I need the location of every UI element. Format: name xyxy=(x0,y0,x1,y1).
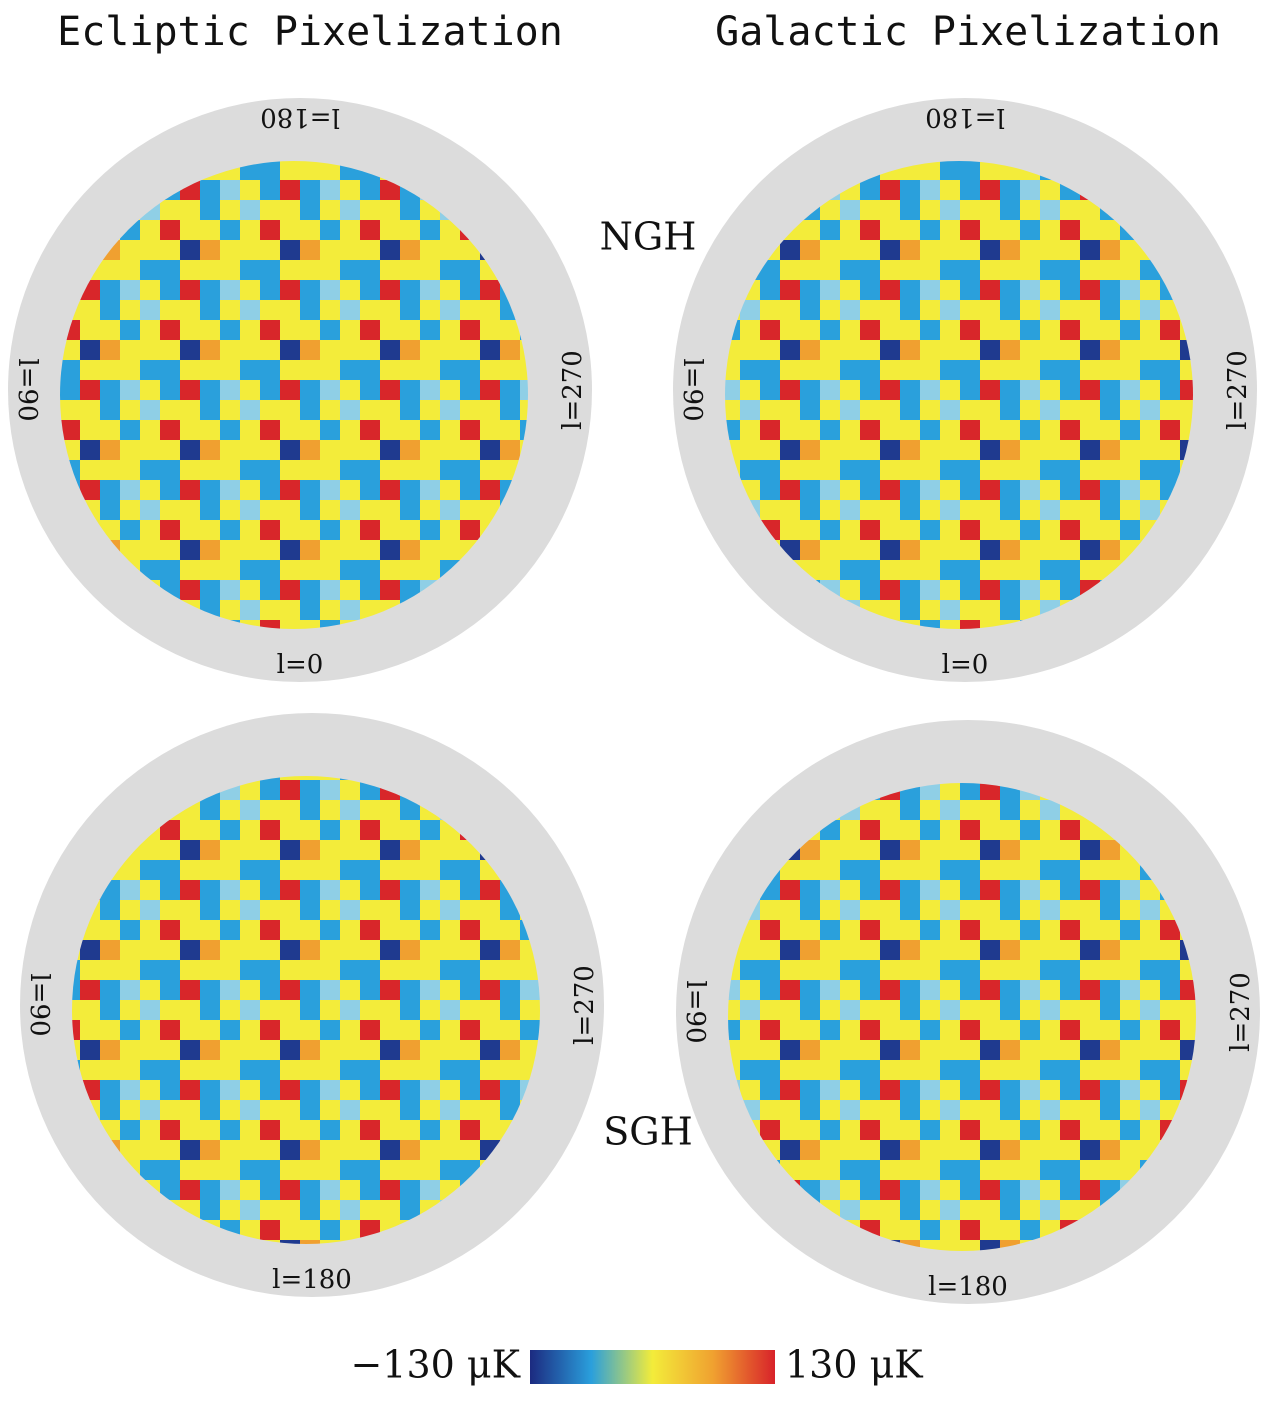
colorbar xyxy=(530,1350,775,1384)
map-pixels xyxy=(725,161,1193,629)
label-bottom: l=180 xyxy=(272,1265,352,1295)
map-pixels xyxy=(728,783,1196,1251)
colorbar-label: −130 μK xyxy=(350,1343,520,1387)
colorbar-label: 130 μK xyxy=(785,1343,923,1387)
label-right: l=270 xyxy=(1226,972,1256,1052)
figure: Ecliptic Pixelization Galactic Pixelizati… xyxy=(0,0,1282,1423)
map-pixels xyxy=(60,161,528,629)
label-left: l=90 xyxy=(680,980,710,1043)
label-bottom: l=180 xyxy=(928,1272,1008,1302)
label-right: l=270 xyxy=(1223,350,1253,430)
sky-map: l=180 l=0 l=90 l=270 xyxy=(673,98,1257,682)
label-left: l=90 xyxy=(12,358,42,421)
sky-map: l=180 l=0 l=90 l=270 xyxy=(8,98,592,682)
column-title: Galactic Pixelization xyxy=(715,9,1221,55)
hemisphere-label: NGH xyxy=(600,215,697,259)
label-left: l=90 xyxy=(677,358,707,421)
sky-map: l=180 l=90 l=270 xyxy=(676,720,1260,1304)
label-top: l=180 xyxy=(260,102,340,132)
label-bottom: l=0 xyxy=(942,650,989,680)
hemisphere-label: SGH xyxy=(603,1110,693,1154)
column-title: Ecliptic Pixelization xyxy=(57,9,563,55)
label-right: l=270 xyxy=(570,965,600,1045)
map-pixels xyxy=(72,776,540,1244)
label-right: l=270 xyxy=(558,350,588,430)
label-left: l=90 xyxy=(24,973,54,1036)
sky-map: l=180 l=90 l=270 xyxy=(20,713,604,1297)
label-bottom: l=0 xyxy=(277,650,324,680)
label-top: l=180 xyxy=(925,102,1005,132)
